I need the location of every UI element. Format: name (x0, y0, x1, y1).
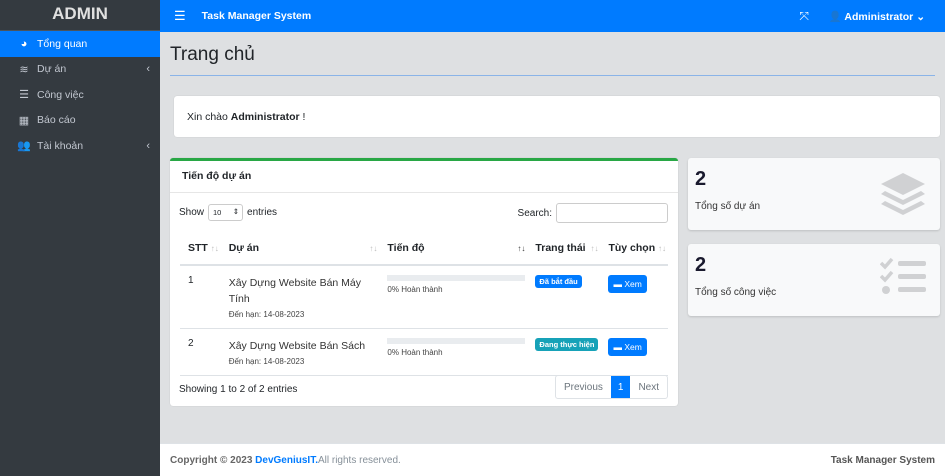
sidebar-item-label: Tổng quan (37, 37, 88, 50)
sidebar-item-label: Tài khoản (37, 139, 84, 152)
footer-brand-link[interactable]: DevGeniusIT. (255, 454, 318, 466)
main-content: Trang chủ Xin chào Administrator ! Tiến … (160, 32, 945, 443)
welcome-box: Xin chào Administrator ! (174, 96, 940, 137)
due-date: Đến hạn: 14-08-2023 (228, 310, 305, 319)
next-button[interactable]: Next (638, 382, 659, 393)
project-name: Xây Dựng Website Bán Sách (228, 340, 366, 352)
view-label: Xem (624, 342, 642, 352)
column-label: STT (188, 242, 208, 254)
progress-text: 0% Hoàn thành (387, 285, 443, 294)
project-name: Xây Dựng Website Bán Máy Tính (228, 277, 361, 305)
status-badge: Đã bắt đầu (535, 275, 582, 288)
welcome-name: Administrator (230, 111, 300, 123)
folder-icon: ▬ (613, 342, 622, 352)
column-label: Tùy chọn (608, 242, 656, 254)
table-icon: ▦ (18, 114, 30, 127)
table-row: 2 Xây Dựng Website Bán Sách Đến hạn: 14-0… (180, 328, 668, 376)
sidebar-item-tong-quan[interactable]: ◕ Tổng quan (0, 31, 160, 57)
sort-icon: ↑↓ (590, 244, 599, 253)
stat-card-tasks: 2 Tổng số công việc (688, 244, 940, 316)
app-title: Task Manager System (201, 10, 312, 22)
column-header-stt[interactable]: ↑↓ STT (180, 233, 221, 266)
column-label: Dự án (228, 242, 260, 254)
column-header-du-an[interactable]: ↑↓ Dự án (220, 233, 380, 266)
previous-button[interactable]: Previous (563, 382, 603, 393)
project-progress-card: Tiến độ dự án Show 10 ⇕ entries Search: ↑↓ S… (170, 158, 678, 406)
sidebar-item-bao-cao[interactable]: ▦ Báo cáo (0, 108, 160, 134)
stat-card-projects: 2 Tổng số dự án (688, 158, 940, 230)
sidebar-item-cong-viec[interactable]: ☰ Công việc (0, 82, 160, 108)
progress-bar (387, 338, 526, 344)
sort-asc-icon: ↑↓ (517, 244, 526, 253)
entries-select[interactable]: 10 ⇕ (208, 204, 244, 221)
dashboard-icon: ◕ (20, 37, 28, 50)
row-stt: 2 (180, 328, 221, 376)
entries-length: Show 10 ⇕ entries (179, 204, 277, 221)
sidebar-item-label: Dự án (37, 63, 67, 76)
progress-bar (387, 275, 526, 281)
layers-icon: ≋ (19, 63, 29, 76)
sidebar: ADMIN ◕ Tổng quan ≋ Dự án ‹ ☰ Công việc ▦ Báo… (0, 0, 160, 476)
status-badge: Đang thực hiện (535, 338, 599, 351)
user-menu[interactable]: 👤 Administrator ⌄ (829, 10, 925, 23)
topbar: ☰ Task Manager System ⤧ 👤 Administrator … (160, 0, 945, 32)
page-title: Trang chủ (170, 44, 255, 65)
pagination: Previous 1 Next (554, 375, 668, 399)
card-title: Tiến độ dự án (170, 161, 678, 193)
user-name: Administrator (844, 10, 914, 23)
column-header-tien-do[interactable]: ↑↓ Tiến độ (379, 233, 528, 266)
footer-app-name: Task Manager System (830, 454, 935, 466)
tasks-icon (880, 257, 926, 294)
sidebar-item-label: Báo cáo (37, 114, 76, 127)
search-label: Search: (517, 207, 552, 219)
sidebar-item-label: Công việc (37, 88, 84, 101)
welcome-suffix: ! (299, 111, 306, 123)
stat-value: 2 (695, 168, 707, 190)
column-label: Trang thái (535, 242, 586, 254)
table-info: Showing 1 to 2 of 2 entries (179, 384, 298, 395)
hamburger-menu-icon[interactable]: ☰ (174, 8, 186, 23)
chevron-left-icon: ‹ (146, 63, 150, 76)
fullscreen-icon[interactable]: ⤧ (799, 8, 809, 23)
page-1-button[interactable]: 1 (610, 376, 631, 398)
row-stt: 1 (180, 265, 221, 329)
view-button[interactable]: ▬ Xem (608, 275, 647, 293)
show-label: Show (179, 207, 205, 218)
stat-label: Tổng số công việc (695, 287, 777, 298)
select-arrows-icon: ⇕ (232, 207, 240, 216)
tasks-icon: ☰ (19, 89, 29, 102)
view-label: Xem (624, 279, 642, 289)
projects-table: ↑↓ STT ↑↓ Dự án ↑↓ Tiến độ ↑↓ Trang thái ↑↓ T… (180, 233, 668, 376)
stat-label: Tổng số dự án (695, 201, 761, 212)
copyright-text: Copyright © 2023 (170, 454, 253, 466)
divider (170, 75, 935, 76)
sort-icon: ↑↓ (658, 244, 666, 253)
folder-icon: ▬ (613, 279, 622, 289)
sort-icon: ↑↓ (369, 244, 378, 253)
user-icon: 👤 (828, 10, 845, 23)
column-header-trang-thai[interactable]: ↑↓ Trang thái (527, 233, 601, 266)
rights-text: All rights reserved. (317, 454, 401, 466)
sort-icon: ↑↓ (210, 244, 219, 253)
table-row: 1 Xây Dựng Website Bán Máy Tính Đến hạn: … (180, 265, 668, 329)
users-icon: 👥 (17, 140, 31, 153)
footer: Copyright © 2023 DevGeniusIT. All rights… (160, 443, 945, 476)
entries-label: entries (247, 207, 278, 218)
due-date: Đến hạn: 14-08-2023 (228, 357, 305, 366)
search-box: Search: (518, 203, 668, 223)
brand-logo[interactable]: ADMIN (0, 0, 160, 31)
chevron-left-icon: ‹ (146, 139, 150, 152)
column-label: Tiến độ (387, 242, 425, 254)
chevron-down-icon: ⌄ (916, 10, 925, 23)
entries-value: 10 (213, 208, 222, 217)
layers-icon (881, 173, 925, 215)
search-input[interactable] (556, 203, 668, 223)
sidebar-item-du-an[interactable]: ≋ Dự án ‹ (0, 57, 160, 83)
stat-value: 2 (695, 254, 707, 276)
welcome-text: Xin chào (187, 111, 228, 123)
view-button[interactable]: ▬ Xem (608, 338, 647, 356)
column-header-tuy-chon[interactable]: ↑↓ Tùy chọn (600, 233, 668, 266)
progress-text: 0% Hoàn thành (387, 348, 443, 357)
sidebar-item-tai-khoan[interactable]: 👥 Tài khoản ‹ (0, 133, 160, 159)
